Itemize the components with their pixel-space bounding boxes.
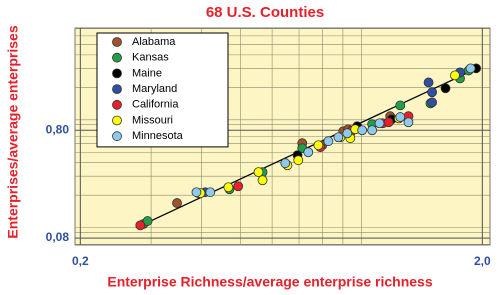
x-tick-label: 0,2 xyxy=(72,254,89,268)
point xyxy=(303,147,314,158)
legend-label: Maine xyxy=(132,67,162,79)
x-axis-label: Enterprise Richness/average enterprise r… xyxy=(107,274,432,290)
point xyxy=(191,187,202,198)
legend-label: Minnesota xyxy=(132,130,184,142)
legend-marker xyxy=(112,37,122,47)
legend-marker xyxy=(112,99,122,110)
point xyxy=(342,128,353,139)
legend-marker xyxy=(112,68,122,79)
point xyxy=(383,117,394,128)
y-tick-label: 0,08 xyxy=(46,230,70,244)
point xyxy=(440,83,451,94)
legend-label: Maryland xyxy=(132,83,177,95)
point xyxy=(223,182,234,193)
point xyxy=(142,216,153,226)
legend-label: California xyxy=(132,99,179,111)
point xyxy=(233,181,244,192)
trend-line xyxy=(140,66,481,227)
point xyxy=(395,100,406,111)
point xyxy=(395,112,406,122)
legend-marker xyxy=(112,52,122,63)
point xyxy=(427,87,437,98)
chart-title: 68 U.S. Counties xyxy=(206,4,324,21)
legend-marker xyxy=(112,115,122,126)
point xyxy=(357,125,368,136)
point xyxy=(367,125,378,136)
legend-label: Missouri xyxy=(132,114,173,126)
point xyxy=(205,187,216,198)
point xyxy=(313,140,324,151)
point xyxy=(427,97,437,108)
point xyxy=(135,220,146,231)
point xyxy=(280,158,291,169)
point xyxy=(323,136,334,147)
point xyxy=(172,198,182,208)
point xyxy=(450,70,460,81)
y-tick-label: 0,80 xyxy=(46,122,70,136)
x-tick-label: 2,0 xyxy=(474,254,491,268)
point xyxy=(374,118,385,129)
point xyxy=(423,77,434,88)
point xyxy=(257,175,268,186)
legend-label: Kansas xyxy=(132,52,169,64)
point xyxy=(333,132,344,143)
point xyxy=(253,167,264,178)
y-axis-label: Enterprises/average enterprises xyxy=(5,25,21,238)
legend-marker xyxy=(112,84,122,94)
legend-label: Alabama xyxy=(132,36,176,48)
legend-marker xyxy=(112,131,122,142)
point xyxy=(465,63,476,74)
point xyxy=(293,155,304,166)
point xyxy=(403,117,414,128)
